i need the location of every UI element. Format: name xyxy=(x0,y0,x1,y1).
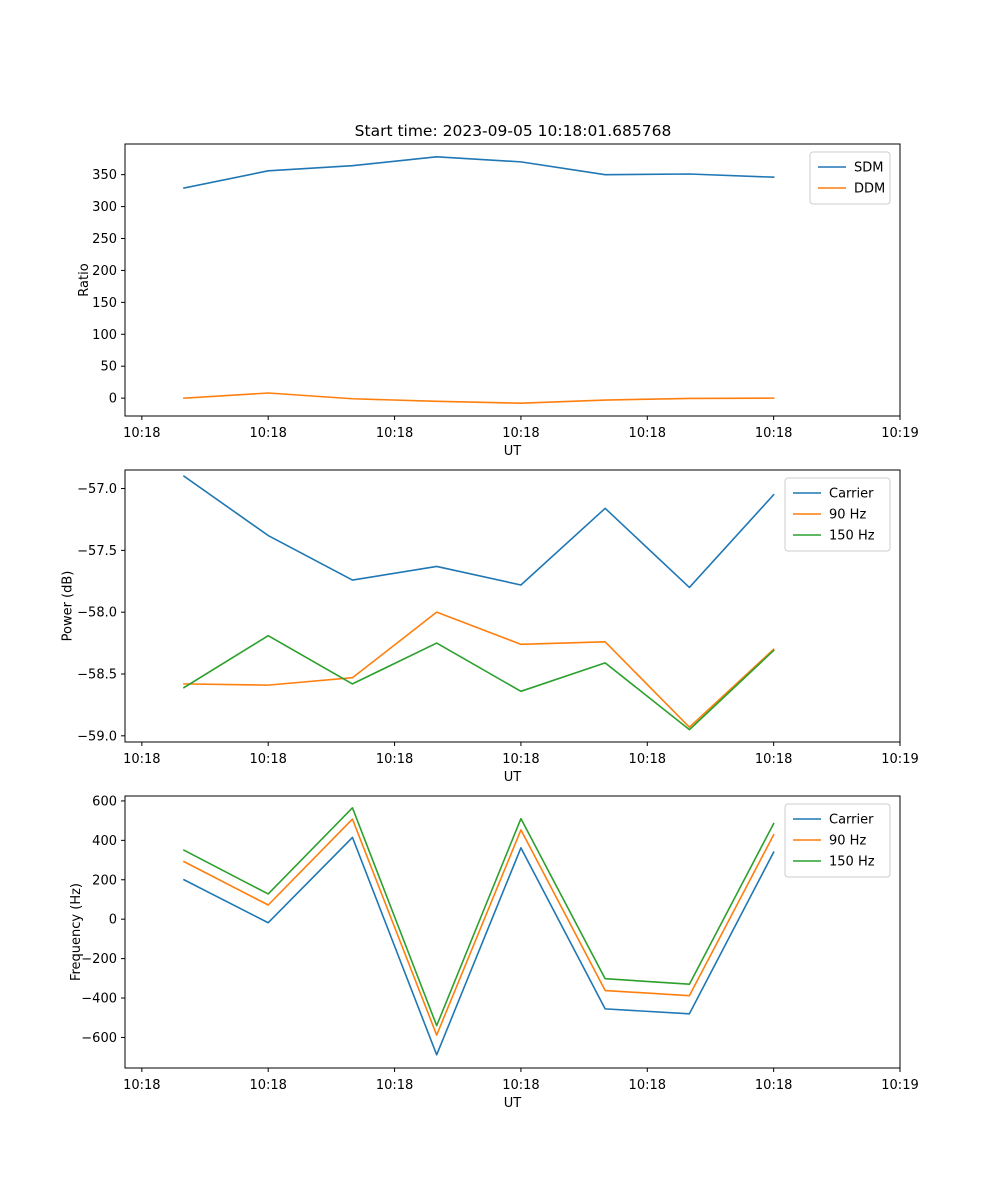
power-x-tick-label: 10:18 xyxy=(123,752,160,767)
power-x-tick-label: 10:18 xyxy=(376,752,413,767)
frequency-legend: Carrier 90 Hz 150 Hz xyxy=(784,803,891,878)
power-legend-box xyxy=(784,477,891,552)
power-series-90-hz-line xyxy=(183,611,775,728)
ratio-y-tick-label: 350 xyxy=(92,168,117,183)
power-legend-label-150-hz: 150 Hz xyxy=(829,529,875,544)
power-x-tick-label: 10:18 xyxy=(502,752,539,767)
power-legend-label-90-hz: 90 Hz xyxy=(829,508,866,523)
power-x-axis-label: UT xyxy=(504,770,522,785)
ratio-panel: 10:18 10:18 10:18 10:18 10:18 10:18 10:19 0 50 10… xyxy=(77,143,919,459)
power-y-tick-label: −59.0 xyxy=(77,729,117,744)
ratio-series-ddm-line xyxy=(183,392,775,405)
ratio-y-axis-label: Ratio xyxy=(77,263,92,296)
ratio-x-tick-label: 10:18 xyxy=(123,426,160,441)
power-x-tick-label: 10:18 xyxy=(249,752,286,767)
ratio-y-tick-label: 150 xyxy=(92,296,117,311)
frequency-x-tick-label: 10:18 xyxy=(376,1078,413,1093)
ratio-x-tick-label: 10:18 xyxy=(629,426,666,441)
ratio-y-tick-label: 200 xyxy=(92,264,117,279)
power-legend: Carrier 90 Hz 150 Hz xyxy=(784,477,891,552)
frequency-x-tick-label: 10:19 xyxy=(881,1078,918,1093)
ratio-x-tick-label: 10:18 xyxy=(755,426,792,441)
power-x-tick-label: 10:18 xyxy=(629,752,666,767)
ratio-y-tick-label: 250 xyxy=(92,232,117,247)
ratio-y-tick-label: 300 xyxy=(92,200,117,215)
frequency-y-tick-label: 400 xyxy=(92,834,117,849)
frequency-series-carrier-line xyxy=(182,836,775,1056)
frequency-y-tick-label: −400 xyxy=(81,992,117,1007)
frequency-y-tick-label: −200 xyxy=(81,952,117,967)
ratio-y-tick-label: 0 xyxy=(109,392,117,407)
power-x-tick-label: 10:19 xyxy=(881,752,918,767)
ratio-y-tick-label: 50 xyxy=(100,360,117,375)
ratio-x-tick-label: 10:19 xyxy=(881,426,918,441)
ratio-x-tick-label: 10:18 xyxy=(502,426,539,441)
power-y-axis-label: Power (dB) xyxy=(61,571,76,642)
power-x-tick-label: 10:18 xyxy=(755,752,792,767)
figure-title: Start time: 2023-09-05 10:18:01.685768 xyxy=(355,122,672,140)
ratio-x-tick-label: 10:18 xyxy=(249,426,286,441)
frequency-legend-box xyxy=(784,803,891,878)
ratio-legend: SDM DDM xyxy=(809,151,891,205)
frequency-x-tick-label: 10:18 xyxy=(123,1078,160,1093)
frequency-x-axis-label: UT xyxy=(504,1096,522,1111)
power-y-tick-label: −57.5 xyxy=(77,544,117,559)
frequency-y-tick-label: 600 xyxy=(92,794,117,809)
frequency-x-tick-label: 10:18 xyxy=(755,1078,792,1093)
power-y-tick-label: −58.0 xyxy=(77,606,117,621)
ratio-y-tick-label: 100 xyxy=(92,328,117,343)
power-panel: 10:18 10:18 10:18 10:18 10:18 10:18 10:19 −57.0… xyxy=(61,469,919,785)
frequency-y-tick-label: 200 xyxy=(92,873,117,888)
ratio-x-axis-label: UT xyxy=(504,444,522,459)
frequency-x-tick-label: 10:18 xyxy=(249,1078,286,1093)
ratio-series-sdm-line xyxy=(183,155,775,190)
power-series-carrier-line xyxy=(182,475,775,589)
frequency-axes-frame xyxy=(124,795,901,1069)
frequency-legend-label-150-hz: 150 Hz xyxy=(829,855,875,870)
frequency-legend-label-90-hz: 90 Hz xyxy=(829,834,866,849)
frequency-panel: 10:18 10:18 10:18 10:18 10:18 10:18 10:19 600 40… xyxy=(69,794,919,1111)
frequency-series-90-hz-line xyxy=(182,818,775,1036)
ratio-legend-label-sdm: SDM xyxy=(854,161,883,176)
power-y-tick-label: −57.0 xyxy=(77,482,117,497)
ratio-axes-frame xyxy=(124,143,901,417)
power-y-tick-label: −58.5 xyxy=(77,668,117,683)
frequency-series-150-hz-line xyxy=(182,807,775,1027)
frequency-legend-label-carrier: Carrier xyxy=(829,813,874,828)
frequency-y-axis-label: Frequency (Hz) xyxy=(69,883,84,981)
power-axes-frame xyxy=(124,469,901,743)
power-legend-label-carrier: Carrier xyxy=(829,487,874,502)
frequency-x-tick-label: 10:18 xyxy=(629,1078,666,1093)
ratio-legend-box xyxy=(809,151,891,205)
frequency-y-tick-label: 0 xyxy=(109,913,117,928)
ratio-x-tick-label: 10:18 xyxy=(376,426,413,441)
power-series-150-hz-line xyxy=(182,634,775,731)
ratio-legend-label-ddm: DDM xyxy=(854,182,885,197)
frequency-x-tick-label: 10:18 xyxy=(502,1078,539,1093)
frequency-y-tick-label: −600 xyxy=(81,1031,117,1046)
